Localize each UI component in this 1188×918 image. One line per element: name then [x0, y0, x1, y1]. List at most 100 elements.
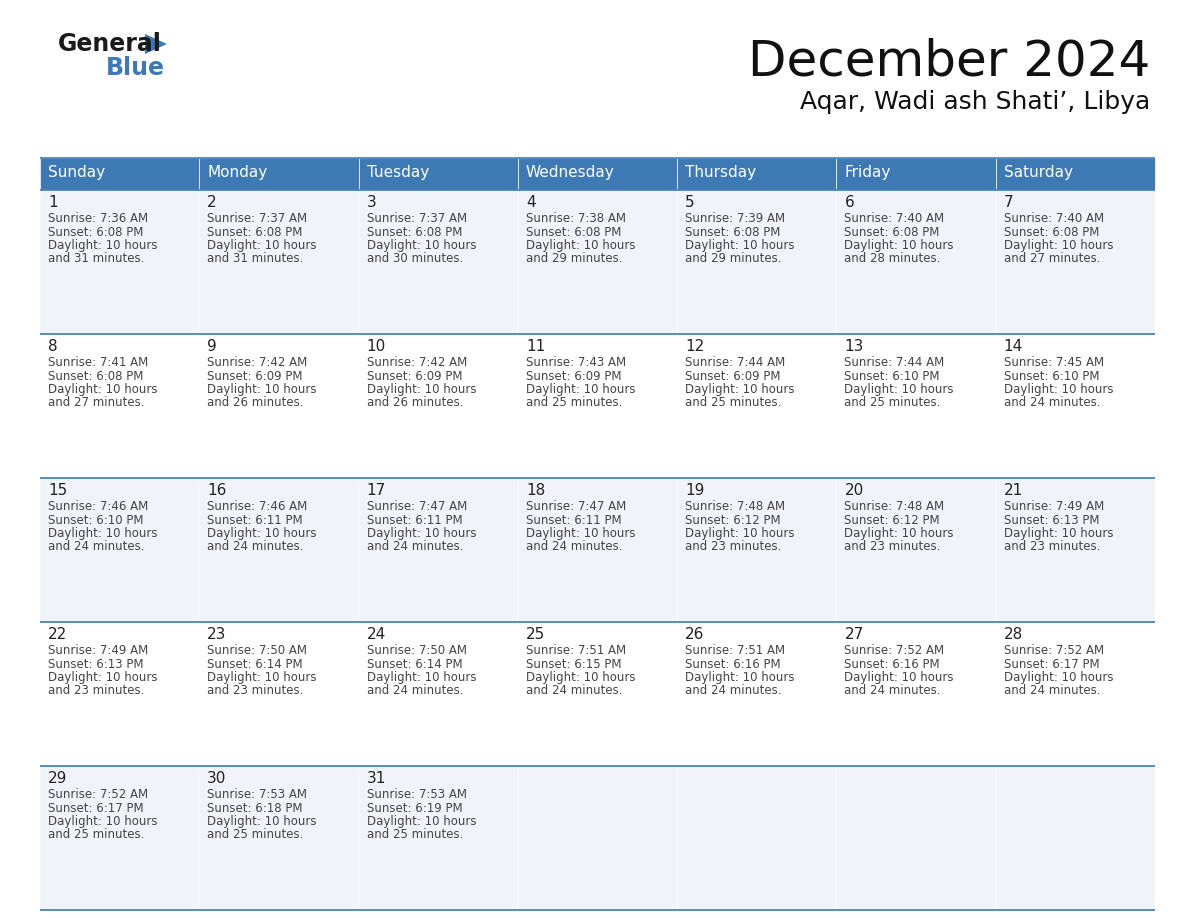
Text: 7: 7: [1004, 195, 1013, 210]
Text: Sunset: 6:08 PM: Sunset: 6:08 PM: [845, 226, 940, 239]
Bar: [677, 478, 836, 622]
Bar: [996, 478, 1155, 622]
Text: Sunrise: 7:49 AM: Sunrise: 7:49 AM: [1004, 500, 1104, 513]
Text: Daylight: 10 hours: Daylight: 10 hours: [526, 239, 636, 252]
Text: Sunrise: 7:42 AM: Sunrise: 7:42 AM: [207, 356, 308, 369]
Text: Daylight: 10 hours: Daylight: 10 hours: [207, 815, 317, 828]
Text: Sunset: 6:17 PM: Sunset: 6:17 PM: [48, 801, 144, 814]
Text: and 29 minutes.: and 29 minutes.: [685, 252, 782, 265]
Bar: [200, 766, 359, 910]
Text: 19: 19: [685, 483, 704, 498]
Text: 18: 18: [526, 483, 545, 498]
Text: Daylight: 10 hours: Daylight: 10 hours: [207, 671, 317, 684]
Bar: [836, 766, 996, 910]
Text: Sunrise: 7:42 AM: Sunrise: 7:42 AM: [367, 356, 467, 369]
Text: and 25 minutes.: and 25 minutes.: [367, 829, 463, 842]
Text: and 23 minutes.: and 23 minutes.: [845, 541, 941, 554]
Text: Sunrise: 7:45 AM: Sunrise: 7:45 AM: [1004, 356, 1104, 369]
Bar: [677, 190, 836, 334]
Text: 28: 28: [1004, 627, 1023, 642]
Text: Daylight: 10 hours: Daylight: 10 hours: [367, 239, 476, 252]
Text: and 24 minutes.: and 24 minutes.: [48, 541, 145, 554]
Text: 21: 21: [1004, 483, 1023, 498]
Text: 15: 15: [48, 483, 68, 498]
Text: Sunset: 6:08 PM: Sunset: 6:08 PM: [48, 226, 144, 239]
Text: 14: 14: [1004, 339, 1023, 354]
Bar: [40, 334, 200, 478]
Text: and 23 minutes.: and 23 minutes.: [207, 685, 304, 698]
Text: Sunset: 6:14 PM: Sunset: 6:14 PM: [367, 657, 462, 670]
Bar: [677, 622, 836, 766]
Text: Wednesday: Wednesday: [526, 165, 614, 180]
Text: Sunrise: 7:53 AM: Sunrise: 7:53 AM: [367, 788, 467, 801]
Bar: [996, 622, 1155, 766]
Text: General: General: [58, 32, 162, 56]
Text: 20: 20: [845, 483, 864, 498]
Text: Sunset: 6:13 PM: Sunset: 6:13 PM: [1004, 513, 1099, 527]
Text: and 23 minutes.: and 23 minutes.: [1004, 541, 1100, 554]
Text: Sunrise: 7:36 AM: Sunrise: 7:36 AM: [48, 212, 148, 225]
Text: Sunset: 6:13 PM: Sunset: 6:13 PM: [48, 657, 144, 670]
Text: Sunset: 6:19 PM: Sunset: 6:19 PM: [367, 801, 462, 814]
Text: Daylight: 10 hours: Daylight: 10 hours: [1004, 383, 1113, 396]
Text: Daylight: 10 hours: Daylight: 10 hours: [48, 671, 158, 684]
Text: Sunset: 6:08 PM: Sunset: 6:08 PM: [207, 226, 303, 239]
Text: 10: 10: [367, 339, 386, 354]
Text: and 24 minutes.: and 24 minutes.: [845, 685, 941, 698]
Text: Sunrise: 7:43 AM: Sunrise: 7:43 AM: [526, 356, 626, 369]
Bar: [836, 158, 996, 190]
Text: Sunset: 6:12 PM: Sunset: 6:12 PM: [845, 513, 940, 527]
Text: Sunset: 6:08 PM: Sunset: 6:08 PM: [685, 226, 781, 239]
Bar: [359, 766, 518, 910]
Text: Daylight: 10 hours: Daylight: 10 hours: [1004, 671, 1113, 684]
Text: Sunset: 6:10 PM: Sunset: 6:10 PM: [845, 370, 940, 383]
Text: and 25 minutes.: and 25 minutes.: [48, 829, 145, 842]
Text: and 26 minutes.: and 26 minutes.: [207, 397, 304, 409]
Text: Thursday: Thursday: [685, 165, 757, 180]
Text: Sunset: 6:09 PM: Sunset: 6:09 PM: [685, 370, 781, 383]
Bar: [359, 622, 518, 766]
Bar: [996, 190, 1155, 334]
Text: 9: 9: [207, 339, 217, 354]
Text: 8: 8: [48, 339, 58, 354]
Text: Daylight: 10 hours: Daylight: 10 hours: [845, 671, 954, 684]
Bar: [518, 478, 677, 622]
Text: Sunrise: 7:48 AM: Sunrise: 7:48 AM: [685, 500, 785, 513]
Text: Daylight: 10 hours: Daylight: 10 hours: [685, 527, 795, 540]
Text: Sunrise: 7:37 AM: Sunrise: 7:37 AM: [367, 212, 467, 225]
Text: and 26 minutes.: and 26 minutes.: [367, 397, 463, 409]
Text: Sunrise: 7:46 AM: Sunrise: 7:46 AM: [207, 500, 308, 513]
Text: Daylight: 10 hours: Daylight: 10 hours: [1004, 239, 1113, 252]
Text: Sunrise: 7:52 AM: Sunrise: 7:52 AM: [1004, 644, 1104, 657]
Bar: [40, 478, 200, 622]
Bar: [40, 622, 200, 766]
Text: Daylight: 10 hours: Daylight: 10 hours: [207, 383, 317, 396]
Text: Sunrise: 7:50 AM: Sunrise: 7:50 AM: [367, 644, 467, 657]
Text: Sunset: 6:11 PM: Sunset: 6:11 PM: [207, 513, 303, 527]
Text: and 23 minutes.: and 23 minutes.: [685, 541, 782, 554]
Text: Sunset: 6:08 PM: Sunset: 6:08 PM: [367, 226, 462, 239]
Bar: [518, 622, 677, 766]
Text: Sunrise: 7:47 AM: Sunrise: 7:47 AM: [367, 500, 467, 513]
Text: and 24 minutes.: and 24 minutes.: [367, 685, 463, 698]
Text: Sunrise: 7:51 AM: Sunrise: 7:51 AM: [685, 644, 785, 657]
Text: and 24 minutes.: and 24 minutes.: [526, 685, 623, 698]
Text: 6: 6: [845, 195, 854, 210]
Bar: [677, 158, 836, 190]
Text: 27: 27: [845, 627, 864, 642]
Bar: [359, 478, 518, 622]
Text: Sunset: 6:09 PM: Sunset: 6:09 PM: [367, 370, 462, 383]
Text: 1: 1: [48, 195, 58, 210]
Text: Daylight: 10 hours: Daylight: 10 hours: [367, 815, 476, 828]
Text: Daylight: 10 hours: Daylight: 10 hours: [526, 383, 636, 396]
Text: Daylight: 10 hours: Daylight: 10 hours: [845, 383, 954, 396]
Text: Sunset: 6:17 PM: Sunset: 6:17 PM: [1004, 657, 1099, 670]
Text: and 27 minutes.: and 27 minutes.: [48, 397, 145, 409]
Text: 17: 17: [367, 483, 386, 498]
Text: Sunset: 6:16 PM: Sunset: 6:16 PM: [845, 657, 940, 670]
Text: 26: 26: [685, 627, 704, 642]
Bar: [40, 158, 200, 190]
Text: 16: 16: [207, 483, 227, 498]
Text: and 27 minutes.: and 27 minutes.: [1004, 252, 1100, 265]
Bar: [200, 334, 359, 478]
